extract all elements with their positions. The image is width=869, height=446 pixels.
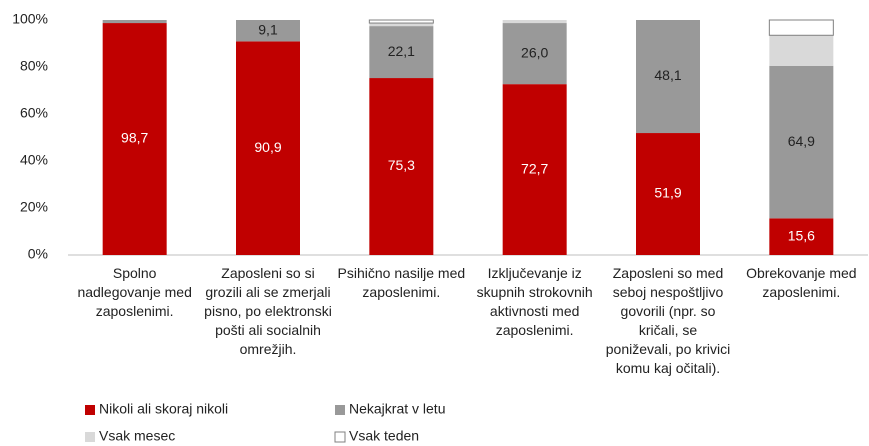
- data-label: 22,1: [388, 43, 415, 59]
- data-label: 90,9: [254, 139, 281, 155]
- bar-segment: [636, 20, 700, 134]
- data-label: 51,9: [654, 185, 681, 201]
- bar-segment: [769, 218, 834, 255]
- x-tick-label: Spolno nadlegovanje med zaposlenimi.: [77, 265, 192, 319]
- bar-segment: [236, 20, 300, 42]
- bar-segment: [768, 19, 834, 36]
- bar-segment: [369, 23, 434, 27]
- bar-segment: [368, 19, 434, 24]
- x-tick-label: Izključevanje iz skupnih strokovnih akti…: [476, 265, 593, 338]
- data-label: 9,1: [258, 21, 278, 37]
- legend-label: Vsak mesec: [99, 428, 175, 444]
- bar-segment: [369, 78, 434, 255]
- data-label: 98,7: [121, 130, 148, 146]
- x-tick-label: Zaposleni so si grozili ali se zmerjali …: [204, 265, 332, 357]
- data-label: 15,6: [788, 227, 815, 243]
- x-tick-label: Obrekovanje med zaposlenimi.: [746, 265, 857, 300]
- bar-segment: [502, 23, 567, 85]
- bar-segment: [369, 26, 434, 79]
- x-tick-label: Psihično nasilje med zaposlenimi.: [337, 265, 466, 300]
- legend-label: Vsak teden: [349, 428, 419, 444]
- bar-segment: [236, 41, 300, 256]
- bar-segment: [502, 84, 567, 255]
- legend-swatch: [85, 432, 95, 442]
- y-tick-label: 40%: [20, 152, 48, 168]
- x-tick-label: Zaposleni so med seboj nespoštljivo govo…: [605, 265, 731, 376]
- bar-segment: [102, 23, 167, 256]
- data-label: 75,3: [388, 157, 415, 173]
- data-label: 64,9: [788, 133, 815, 149]
- legend-label: Nikoli ali skoraj nikoli: [99, 401, 228, 417]
- bar-segment: [636, 133, 700, 255]
- y-tick-label: 80%: [20, 58, 48, 74]
- bar-segment: [769, 65, 834, 219]
- y-tick-label: 60%: [20, 105, 48, 121]
- data-label: 48,1: [654, 67, 681, 83]
- data-label: 26,0: [521, 44, 548, 60]
- bar-segment: [102, 20, 167, 24]
- legend-label: Nekajkrat v letu: [349, 401, 445, 417]
- bar-segment: [502, 20, 567, 24]
- legend-swatch: [334, 431, 346, 443]
- data-label: 72,7: [521, 160, 548, 176]
- legend-swatch: [335, 405, 345, 415]
- y-tick-label: 100%: [12, 11, 48, 27]
- legend-swatch: [85, 405, 95, 415]
- y-tick-label: 20%: [20, 199, 48, 215]
- bar-segment: [769, 35, 834, 66]
- y-tick-label: 0%: [28, 246, 48, 262]
